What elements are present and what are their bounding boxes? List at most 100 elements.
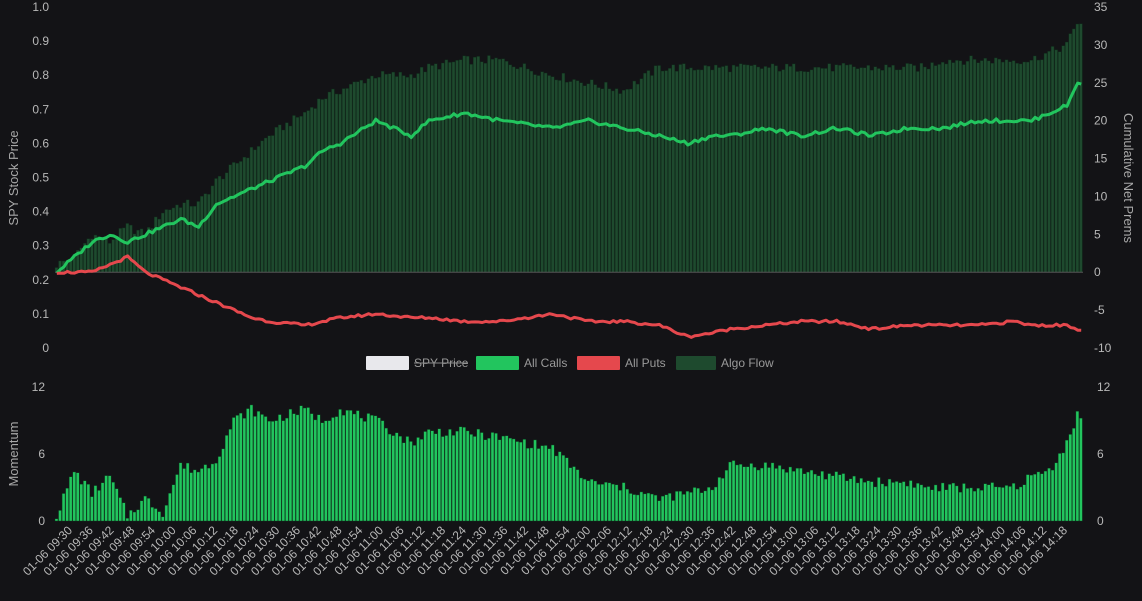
momentum-bar — [632, 494, 636, 522]
momentum-bar — [90, 496, 94, 522]
algo-flow-bar — [604, 82, 608, 273]
momentum-bar — [590, 479, 594, 522]
algo-flow-bar — [639, 78, 644, 273]
momentum-bar — [175, 474, 179, 522]
algo-flow-bar — [363, 82, 367, 273]
momentum-bar — [246, 408, 250, 522]
momentum-bar — [728, 461, 732, 522]
algo-flow-bar — [568, 81, 573, 273]
algo-flow-bar — [621, 89, 626, 273]
momentum-bar — [994, 486, 998, 522]
legend-item-algo-flow[interactable]: Algo Flow — [676, 356, 774, 370]
algo-flow-bar — [597, 87, 601, 273]
momentum-bar — [827, 473, 831, 522]
momentum-bar — [263, 416, 268, 522]
momentum-bar — [455, 430, 459, 522]
algo-flow-bar — [288, 125, 293, 273]
y-tick-left: 0.2 — [32, 273, 49, 287]
momentum-bar — [937, 490, 941, 522]
momentum-tick-left: 0 — [38, 514, 45, 528]
algo-flow-bar — [781, 69, 785, 273]
momentum-bar — [933, 484, 938, 522]
algo-flow-bar — [405, 77, 410, 273]
algo-flow-bar — [334, 93, 339, 273]
algo-flow-bar — [285, 122, 289, 273]
algo-flow-bar — [501, 58, 505, 273]
momentum-bar — [228, 429, 232, 522]
algo-flow-bar — [756, 66, 761, 273]
momentum-bar — [93, 485, 98, 522]
algo-flow-bar — [625, 89, 629, 273]
algo-flow-bar — [710, 69, 714, 273]
algo-flow-bar — [958, 60, 963, 273]
momentum-bar — [972, 490, 977, 522]
momentum-bar — [543, 445, 548, 522]
y-tick-left: 1.0 — [32, 0, 49, 14]
momentum-bar — [302, 407, 307, 522]
algo-flow-bar — [416, 73, 420, 273]
algo-flow-bar — [660, 70, 665, 273]
y-tick-right: 10 — [1094, 189, 1108, 203]
legend-item-spy-price[interactable]: SPY Price — [366, 356, 469, 370]
algo-flow-bar — [611, 90, 615, 273]
algo-flow-bar — [193, 205, 197, 273]
momentum-bar — [157, 511, 161, 522]
momentum-bar — [753, 467, 757, 522]
momentum-bar — [299, 405, 303, 522]
momentum-bar — [703, 490, 707, 522]
momentum-bar — [409, 441, 413, 522]
momentum-bar — [1033, 473, 1037, 522]
momentum-bar — [526, 447, 530, 522]
momentum-bar — [189, 472, 193, 522]
algo-flow-bar — [512, 66, 516, 273]
algo-flow-bar — [210, 185, 215, 273]
algo-flow-bar — [951, 62, 955, 273]
algo-flow-bar — [448, 62, 452, 273]
algo-flow-bar — [327, 91, 332, 273]
momentum-bar — [575, 469, 580, 522]
momentum-bar — [845, 480, 849, 522]
legend-item-all-puts[interactable]: All Puts — [577, 356, 666, 370]
momentum-bar — [217, 456, 222, 522]
algo-flow-bar — [310, 107, 314, 273]
algo-flow-bar — [536, 75, 541, 273]
algo-flow-bar — [671, 64, 675, 273]
momentum-bar — [660, 495, 665, 522]
algo-flow-bar — [816, 67, 821, 273]
momentum-bar — [795, 468, 800, 522]
algo-flow-bar — [182, 202, 186, 273]
momentum-bar — [107, 475, 112, 522]
momentum-bar — [692, 487, 697, 522]
momentum-bar — [519, 441, 523, 522]
momentum-bar — [331, 417, 335, 522]
algo-flow-bar — [1011, 60, 1016, 273]
algo-flow-bar — [926, 68, 931, 273]
algo-flow-bar — [554, 79, 558, 273]
momentum-bar — [923, 487, 927, 522]
legend: SPY Price All Calls All Puts Algo Flow — [366, 356, 774, 370]
algo-flow-bar — [490, 59, 495, 273]
algo-flow-bar — [976, 62, 980, 273]
momentum-bar — [483, 439, 488, 522]
momentum-bar — [200, 468, 204, 522]
algo-flow-bar — [664, 70, 668, 273]
momentum-bar — [597, 484, 601, 522]
momentum-bar — [657, 500, 661, 522]
momentum-bar — [951, 482, 955, 522]
momentum-bar — [870, 481, 874, 522]
momentum-bar — [125, 518, 130, 522]
algo-flow-bar — [912, 65, 916, 273]
algo-flow-bar — [221, 178, 225, 273]
momentum-bar — [143, 495, 147, 522]
momentum-bar — [724, 469, 729, 522]
momentum-bar — [558, 451, 562, 522]
momentum-bar — [402, 442, 406, 522]
momentum-bar — [458, 426, 463, 522]
momentum-bar — [451, 435, 456, 522]
momentum-bar — [731, 460, 736, 522]
algo-flow-bar — [473, 56, 477, 273]
legend-item-all-calls[interactable]: All Calls — [476, 356, 567, 370]
algo-flow-bar — [331, 88, 335, 273]
algo-flow-bar — [412, 77, 417, 273]
